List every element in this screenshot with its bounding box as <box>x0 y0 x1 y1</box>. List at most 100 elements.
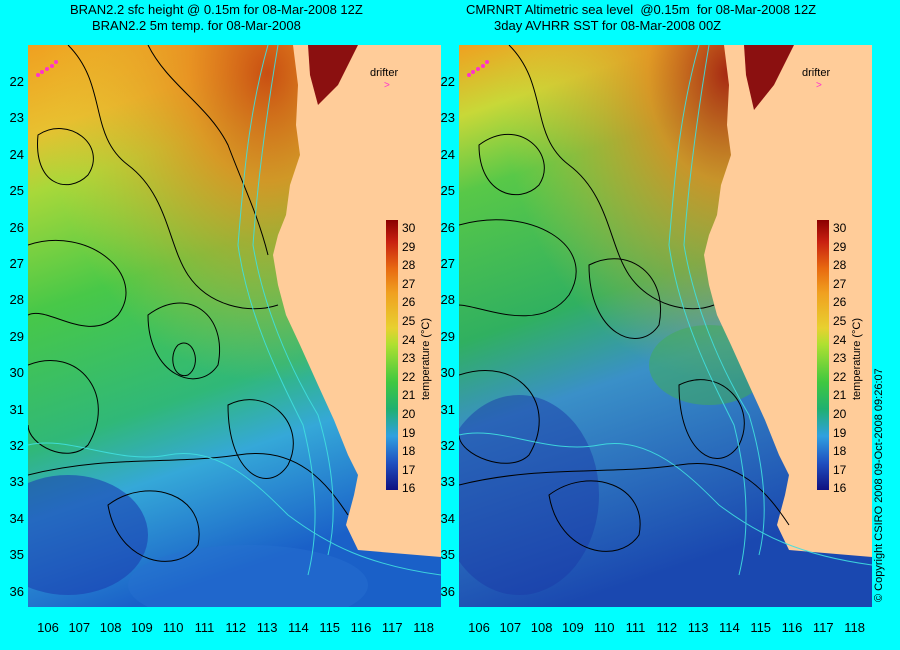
lat-tick-label: 36 <box>440 583 455 599</box>
right-title-line1: CMRNRT Altimetric sea level @0.15m for 0… <box>466 2 817 17</box>
colorbar-tick-label: 27 <box>833 276 847 291</box>
colorbar-tick-label: 24 <box>833 332 847 347</box>
right-colorbar-title: temperature (°C) <box>851 317 863 400</box>
land-high-temp <box>744 45 794 110</box>
colorbar-tick-label: 19 <box>833 425 847 440</box>
lat-tick-label: 28 <box>440 292 455 308</box>
colorbar-tick-label: 25 <box>402 314 416 328</box>
drifter-track <box>467 60 489 77</box>
lon-tick-label: 113 <box>256 620 278 635</box>
right-map-panel[interactable] <box>459 45 872 607</box>
lat-tick-label: 28 <box>9 292 24 308</box>
lon-tick-label: 114 <box>288 620 309 635</box>
lat-tick-label: 27 <box>440 256 455 271</box>
lat-tick-label: 31 <box>9 401 24 417</box>
lon-tick-label: 108 <box>99 620 122 635</box>
left-colorbar <box>386 220 398 490</box>
lat-tick-label: 25 <box>9 183 24 199</box>
lat-tick-label: 31 <box>440 401 455 417</box>
lat-tick-label: 32 <box>440 438 455 453</box>
colorbar-tick-label: 17 <box>833 462 847 477</box>
colorbar-tick-label: 26 <box>833 295 847 310</box>
colorbar-tick-label: 27 <box>402 276 416 291</box>
lat-tick-label: 24 <box>440 146 455 162</box>
right-colorbar <box>817 220 829 490</box>
left-title-line1: BRAN2.2 sfc height @ 0.15m for 08-Mar-20… <box>70 2 363 17</box>
lat-tick-label: 34 <box>9 510 24 526</box>
lat-tick-label: 27 <box>9 256 24 271</box>
colorbar-tick-label: 28 <box>402 258 416 273</box>
colorbar-tick-label: 21 <box>402 388 416 403</box>
colorbar-tick-label: 25 <box>833 314 847 328</box>
left-drifter-label: drifter <box>370 67 399 79</box>
lat-tick-label: 26 <box>440 219 455 235</box>
lon-tick-label: 110 <box>593 620 615 635</box>
drifter-track <box>36 60 58 77</box>
land-australia <box>273 45 441 557</box>
lat-tick-label: 32 <box>9 438 24 453</box>
lon-tick-label: 110 <box>162 620 184 635</box>
colorbar-tick-label: 28 <box>833 258 847 273</box>
colorbar-tick-label: 29 <box>833 239 847 254</box>
lon-tick-label: 107 <box>68 620 91 635</box>
lat-tick-label: 33 <box>440 474 455 490</box>
left-map-panel[interactable] <box>28 45 441 607</box>
colorbar-tick-label: 18 <box>833 444 847 459</box>
lat-tick-label: 36 <box>9 583 24 599</box>
colorbar-tick-label: 23 <box>833 351 847 366</box>
lon-tick-label: 117 <box>381 620 403 635</box>
right-title-line2: 3day AVHRR SST for 08-Mar-2008 00Z <box>494 18 722 33</box>
lon-tick-label: 115 <box>319 620 341 635</box>
lon-tick-label: 109 <box>562 620 584 635</box>
lon-tick-label: 113 <box>687 620 709 635</box>
lon-tick-label: 107 <box>499 620 522 635</box>
land-australia <box>704 45 872 557</box>
lon-tick-label: 116 <box>781 620 803 635</box>
lon-tick-label: 116 <box>350 620 372 635</box>
lon-tick-label: 112 <box>656 620 678 635</box>
lat-tick-label: 24 <box>9 146 24 162</box>
lat-tick-label: 26 <box>9 219 24 235</box>
lon-tick-label: 117 <box>812 620 834 635</box>
lon-tick-label: 106 <box>37 620 59 635</box>
left-colorbar-title: temperature (°C) <box>420 317 432 400</box>
colorbar-tick-label: 19 <box>402 425 416 440</box>
lon-tick-label: 111 <box>625 620 646 635</box>
colorbar-tick-label: 26 <box>402 295 416 310</box>
lat-tick-label: 22 <box>440 74 455 89</box>
land-high-temp <box>308 45 358 105</box>
colorbar-tick-label: 17 <box>402 462 416 477</box>
lat-tick-label: 35 <box>440 547 455 563</box>
colorbar-tick-label: 20 <box>833 407 847 421</box>
lat-tick-label: 22 <box>9 74 24 89</box>
lon-tick-label: 118 <box>844 620 865 635</box>
left-title-line2: BRAN2.2 5m temp. for 08-Mar-2008 <box>92 18 301 33</box>
right-map <box>459 45 872 607</box>
colorbar-tick-label: 24 <box>402 332 416 347</box>
colorbar-tick-label: 16 <box>402 481 416 496</box>
colorbar-tick-label: 16 <box>833 481 847 496</box>
colorbar-tick-label: 29 <box>402 239 416 254</box>
lon-tick-label: 112 <box>225 620 247 635</box>
colorbar-tick-label: 20 <box>402 407 416 421</box>
colorbar-tick-label: 22 <box>402 369 416 384</box>
lon-tick-label: 108 <box>530 620 553 635</box>
lat-tick-label: 34 <box>440 510 455 526</box>
lat-tick-label: 23 <box>440 110 455 126</box>
lat-tick-label: 29 <box>440 328 455 344</box>
lon-tick-label: 109 <box>131 620 153 635</box>
lon-tick-label: 118 <box>413 620 434 635</box>
lon-tick-label: 114 <box>719 620 740 635</box>
lat-tick-label: 23 <box>9 110 24 126</box>
colorbar-tick-label: 23 <box>402 351 416 366</box>
lon-tick-label: 115 <box>750 620 772 635</box>
colorbar-tick-label: 18 <box>402 444 416 459</box>
colorbar-tick-label: 22 <box>833 369 847 384</box>
lat-tick-label: 30 <box>440 365 455 381</box>
copyright-notice: © Copyright CSIRO 2008 09-Oct-2008 09:26… <box>873 368 885 602</box>
lat-tick-label: 25 <box>440 183 455 199</box>
right-drifter-label: drifter <box>802 67 831 79</box>
lat-tick-label: 33 <box>9 474 24 490</box>
colorbar-tick-label: 30 <box>402 221 416 235</box>
lat-tick-label: 29 <box>9 328 24 344</box>
